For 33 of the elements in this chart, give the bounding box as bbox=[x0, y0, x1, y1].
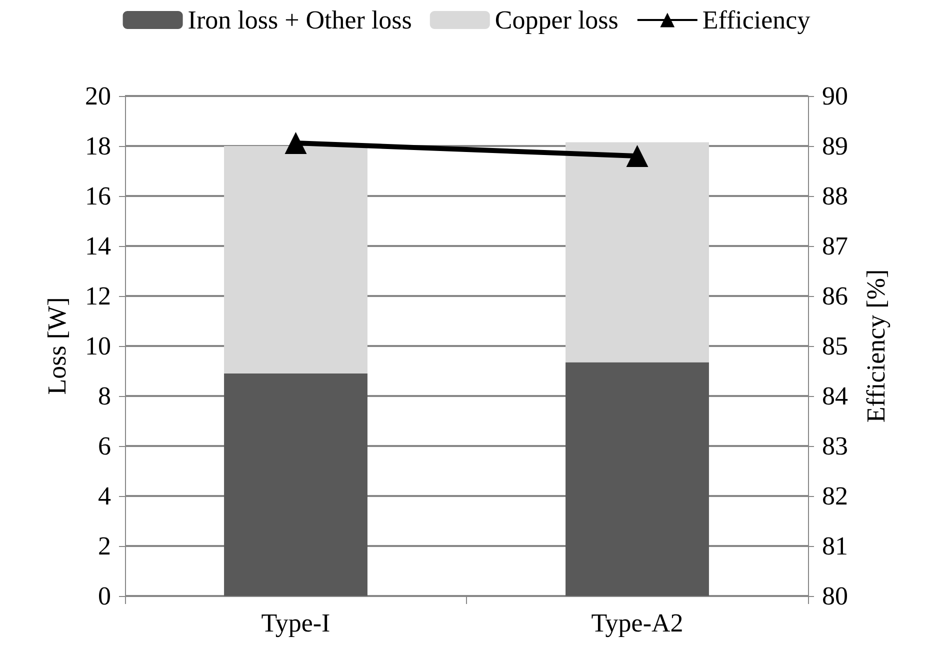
legend-label: Efficiency bbox=[702, 6, 810, 34]
bar bbox=[566, 362, 709, 596]
y-tick-label: 14 bbox=[85, 232, 111, 260]
y-tick-label: 2 bbox=[98, 532, 111, 560]
x-tick-label: Type-I bbox=[261, 608, 330, 638]
y2-tick-label: 82 bbox=[822, 482, 848, 510]
y-tick-label: 20 bbox=[85, 82, 111, 110]
y-tick-label: 18 bbox=[85, 132, 111, 160]
y-tick-label: 0 bbox=[98, 582, 111, 610]
y2-tick-label: 86 bbox=[822, 282, 848, 310]
y-tick-label: 16 bbox=[85, 182, 111, 210]
y-tick-label: 4 bbox=[98, 482, 111, 510]
y-tick-label: 10 bbox=[85, 332, 111, 360]
y2-tick-label: 90 bbox=[822, 82, 848, 110]
legend-label: Iron loss + Other loss bbox=[188, 6, 412, 34]
y2-tick-label: 85 bbox=[822, 332, 848, 360]
y-tick-label: 8 bbox=[98, 382, 111, 410]
y2-tick-label: 84 bbox=[822, 382, 848, 410]
y2-tick-label: 87 bbox=[822, 232, 848, 260]
y2-tick-label: 81 bbox=[822, 532, 848, 560]
y-axis-title: Loss [W] bbox=[42, 297, 72, 395]
y2-tick-label: 83 bbox=[822, 432, 848, 460]
bar bbox=[224, 146, 368, 374]
x-tick-label: Type-A2 bbox=[591, 608, 684, 638]
y-tick-label: 6 bbox=[98, 432, 111, 460]
y2-tick-label: 80 bbox=[822, 582, 848, 610]
y-tick-label: 12 bbox=[85, 282, 111, 310]
y2-tick-label: 89 bbox=[822, 132, 848, 160]
bar bbox=[566, 142, 709, 362]
y2-axis-title: Efficiency [%] bbox=[862, 269, 890, 423]
legend-label: Copper loss bbox=[494, 6, 618, 34]
bar bbox=[224, 374, 368, 596]
y2-tick-label: 88 bbox=[822, 182, 848, 210]
